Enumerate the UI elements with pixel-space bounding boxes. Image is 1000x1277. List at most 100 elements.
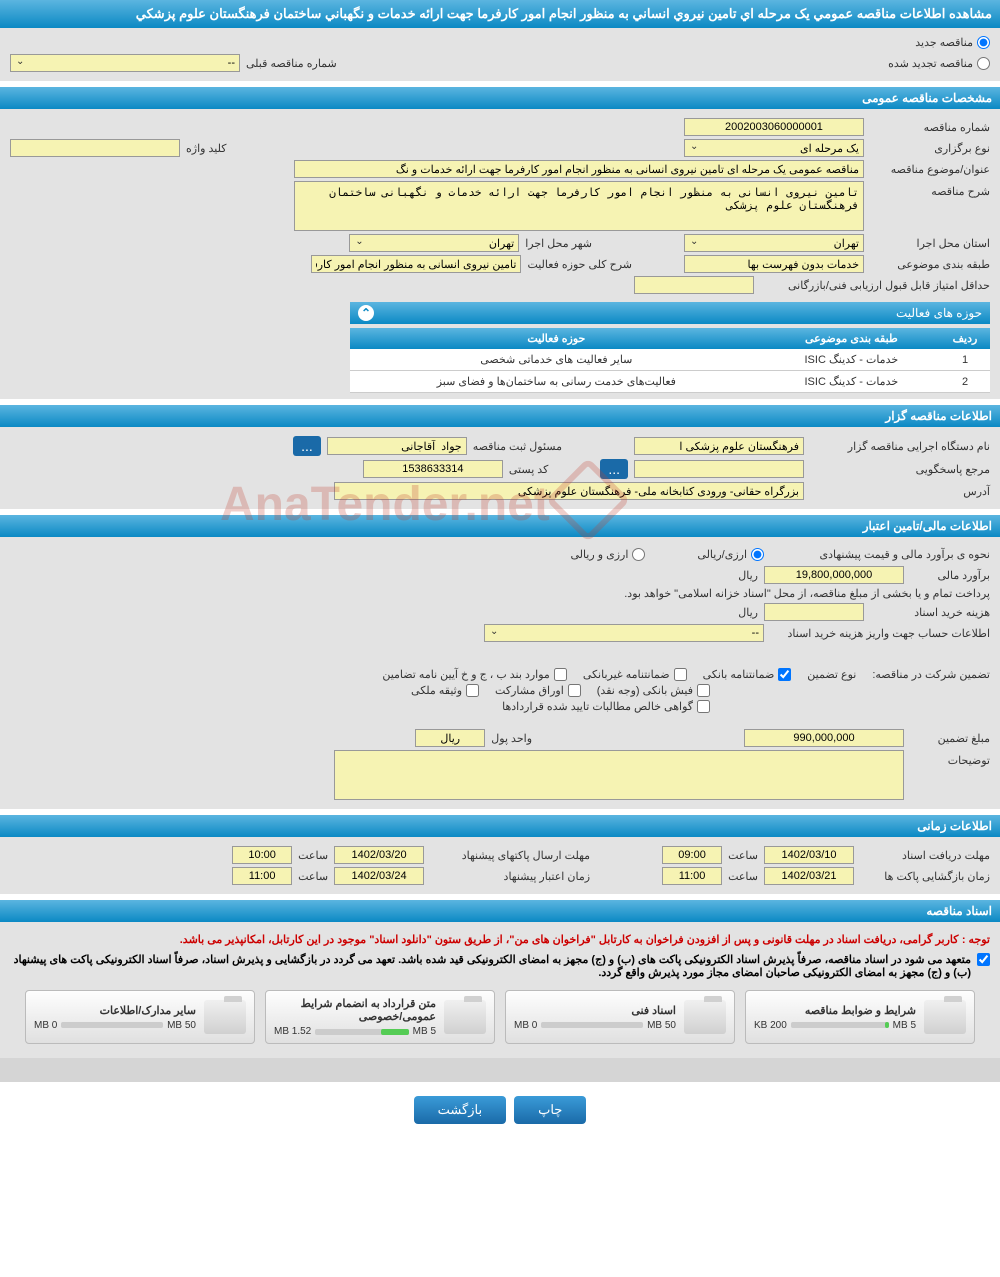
scope-label: شرح کلی حوزه فعالیت	[527, 258, 632, 271]
unit-label: واحد پول	[491, 732, 532, 745]
commitment-checkbox[interactable]	[977, 953, 990, 966]
scope-input	[311, 255, 521, 273]
subject-input	[294, 160, 864, 178]
number-label: شماره مناقصه	[870, 121, 990, 134]
unit-input	[415, 729, 485, 747]
tender-renewed-radio[interactable]: مناقصه تجدید شده	[888, 55, 990, 72]
account-select[interactable]	[484, 624, 764, 642]
reference-input[interactable]	[634, 460, 804, 478]
g-securities[interactable]: اوراق مشارکت	[495, 684, 581, 697]
g-bondb[interactable]: موارد بند ب ، ج و خ آیین نامه تضامین	[382, 668, 566, 681]
min-score-label: حداقل امتیاز قابل قبول ارزیابی فنی/بازرگ…	[760, 279, 990, 292]
rial-label: ریال	[738, 569, 758, 582]
more-button[interactable]: ...	[293, 436, 321, 456]
page-title: مشاهده اطلاعات مناقصه عمومي يک مرحله اي …	[0, 0, 1000, 28]
g-cash[interactable]: فیش بانکی (وجه نقد)	[597, 684, 710, 697]
open-time	[662, 867, 722, 885]
doc-total: 5 MB	[893, 1020, 916, 1031]
class-input	[684, 255, 864, 273]
address-label: آدرس	[810, 485, 990, 498]
receive-time	[662, 846, 722, 864]
doc-title: متن قرارداد به انضمام شرایط عمومی/خصوصی	[274, 997, 436, 1023]
method-label: نحوه ی برآورد مالی و قیمت پیشنهادی	[770, 548, 990, 561]
min-score-input[interactable]	[634, 276, 754, 294]
estimate-label: برآورد مالی	[910, 569, 990, 582]
section-general: مشخصات مناقصه عمومی	[0, 87, 1000, 109]
print-button[interactable]: چاپ	[514, 1096, 586, 1124]
amount-label: مبلغ تضمین	[910, 732, 990, 745]
keyword-label: کلید واژه	[186, 142, 226, 155]
doc-used: 0 MB	[514, 1020, 537, 1031]
postal-input	[363, 460, 503, 478]
tender-new-radio[interactable]: مناقصه جدید	[10, 34, 990, 51]
col-class: طبقه بندی موضوعی	[763, 328, 940, 349]
folder-icon	[684, 1000, 726, 1034]
time-lbl-3: ساعت	[728, 870, 758, 883]
credit-label: زمان اعتبار پیشنهاد	[430, 870, 590, 883]
collapse-icon[interactable]: ⌃	[358, 305, 374, 321]
province-label: استان محل اجرا	[870, 237, 990, 250]
guarantee-label: تضمین شرکت در مناقصه:	[872, 668, 990, 681]
doc-used: 0 MB	[34, 1020, 57, 1031]
doc-terms[interactable]: شرایط و ضوابط مناقصه 5 MB 200 KB	[745, 990, 975, 1044]
province-select[interactable]	[684, 234, 864, 252]
prev-number-select[interactable]	[10, 54, 240, 72]
back-button[interactable]: بازگشت	[414, 1096, 506, 1124]
radio-new[interactable]	[977, 36, 990, 49]
credit-date	[334, 867, 424, 885]
table-row: 1 خدمات - کدینگ ISIC سایر فعالیت های خدم…	[350, 349, 990, 371]
g-bank[interactable]: ضمانتنامه بانکی	[703, 668, 792, 681]
open-date	[764, 867, 854, 885]
note1-prefix: توجه :	[962, 934, 990, 946]
folder-icon	[204, 1000, 246, 1034]
section-documents: اسناد مناقصه	[0, 900, 1000, 922]
radio-renewed[interactable]	[977, 57, 990, 70]
subject-label: عنوان/موضوع مناقصه	[870, 163, 990, 176]
org-input	[634, 437, 804, 455]
doc-contract[interactable]: متن قرارداد به انضمام شرایط عمومی/خصوصی …	[265, 990, 495, 1044]
doc-other[interactable]: سایر مدارک/اطلاعات 50 MB 0 MB	[25, 990, 255, 1044]
doc-title: سایر مدارک/اطلاعات	[34, 1004, 196, 1017]
holding-type-label: نوع برگزاری	[870, 142, 990, 155]
doc-total: 50 MB	[647, 1020, 676, 1031]
doc-title: شرایط و ضوابط مناقصه	[754, 1004, 916, 1017]
reference-label: مرجع پاسخگویی	[810, 463, 990, 476]
city-label: شهر محل اجرا	[525, 237, 592, 250]
receive-label: مهلت دریافت اسناد	[860, 849, 990, 862]
open-label: زمان بازگشایی پاکت ها	[860, 870, 990, 883]
doc-cost-label: هزینه خرید اسناد	[870, 606, 990, 619]
city-select[interactable]	[349, 234, 519, 252]
holding-type-select[interactable]	[684, 139, 864, 157]
send-date	[334, 846, 424, 864]
time-lbl-1: ساعت	[728, 849, 758, 862]
opt-rial-only[interactable]: ارزی و ریالی	[570, 546, 645, 563]
g-property[interactable]: وثیقه ملکی	[411, 684, 479, 697]
doc-total: 5 MB	[413, 1026, 436, 1037]
doc-cost-input[interactable]	[764, 603, 864, 621]
postal-label: کد پستی	[509, 463, 548, 476]
remarks-textarea[interactable]	[334, 750, 904, 800]
time-lbl-2: ساعت	[298, 849, 328, 862]
folder-icon	[924, 1000, 966, 1034]
address-input	[334, 482, 804, 500]
doc-title: اسناد فنی	[514, 1004, 676, 1017]
g-receivables[interactable]: گواهی خالص مطالبات تایید شده قراردادها	[502, 700, 710, 713]
estimate-input	[764, 566, 904, 584]
prev-number-label: شماره مناقصه قبلی	[246, 57, 337, 70]
doc-technical[interactable]: اسناد فنی 50 MB 0 MB	[505, 990, 735, 1044]
send-time	[232, 846, 292, 864]
doc-total: 50 MB	[167, 1020, 196, 1031]
number-input	[684, 118, 864, 136]
receive-date	[764, 846, 854, 864]
gray-bar	[0, 1058, 1000, 1082]
doc-used: 200 KB	[754, 1020, 787, 1031]
reference-more-button[interactable]: ...	[600, 459, 628, 479]
opt-rial-currency[interactable]: ارزی/ریالی	[697, 546, 764, 563]
keyword-input[interactable]	[10, 139, 180, 157]
g-nonbank[interactable]: ضمانتنامه غیربانکی	[583, 668, 687, 681]
folder-icon	[444, 1000, 486, 1034]
desc-textarea: تامین نیروی انسانی به منظور انجام امور ک…	[294, 181, 864, 231]
col-row: ردیف	[940, 328, 990, 349]
table-row: 2 خدمات - کدینگ ISIC فعالیت‌های خدمت رسا…	[350, 371, 990, 393]
section-timing: اطلاعات زمانی	[0, 815, 1000, 837]
